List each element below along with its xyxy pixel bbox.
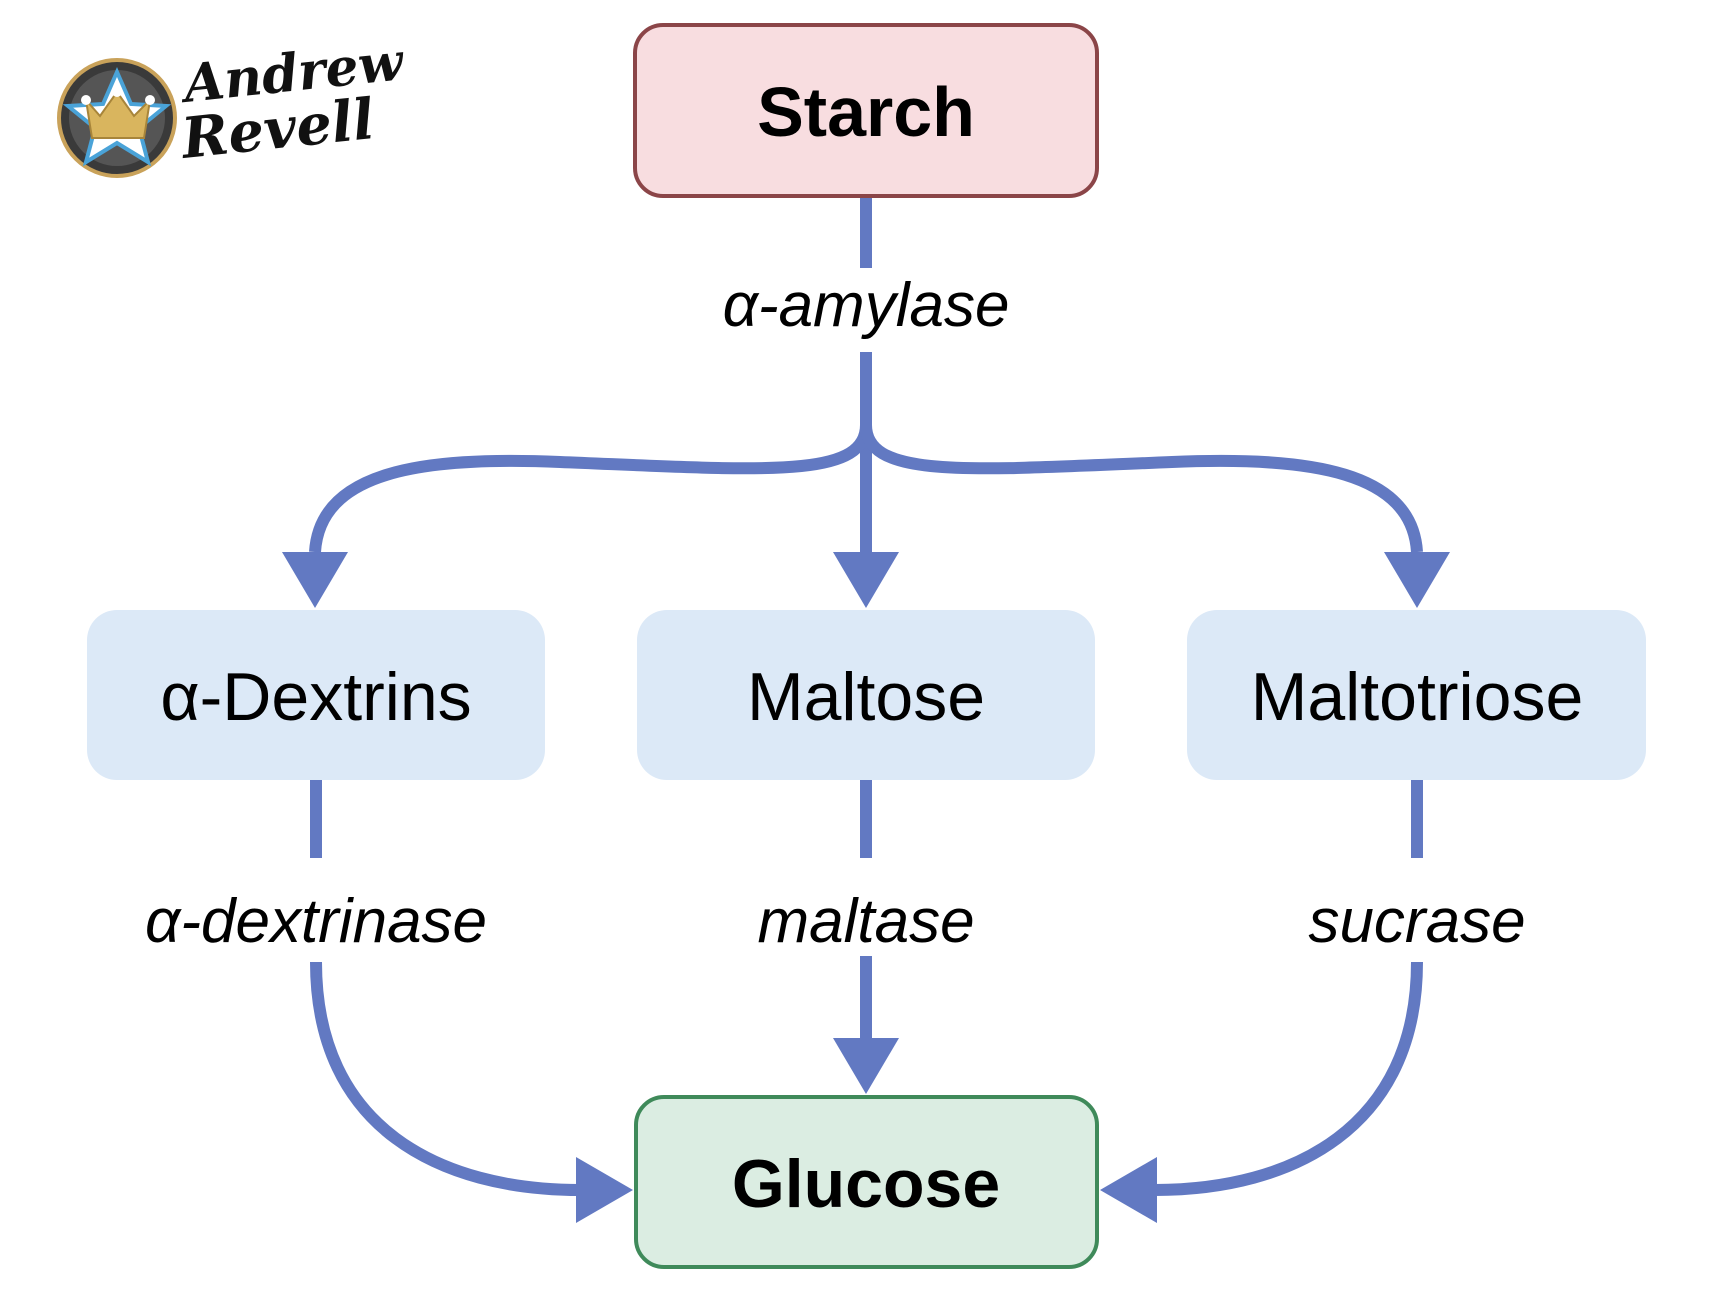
maltose-label: Maltose bbox=[747, 659, 985, 735]
connector-branch-to-maltotriose bbox=[860, 424, 1423, 553]
arrowhead-glucose-top bbox=[833, 1038, 899, 1094]
connector-branch-to-dextrins bbox=[309, 424, 872, 553]
starch-label: Starch bbox=[757, 73, 975, 151]
arrowhead-maltotriose bbox=[1384, 552, 1450, 608]
arrowhead-glucose-right bbox=[1100, 1157, 1157, 1223]
connectors bbox=[309, 196, 1423, 1196]
dextrins-node: α-Dextrins bbox=[87, 610, 545, 780]
arrowhead-maltose bbox=[833, 552, 899, 608]
connector-sucrase-to-glucose bbox=[1154, 961, 1423, 1196]
maltotriose-node: Maltotriose bbox=[1187, 610, 1646, 780]
enzyme-amylase-label: α-amylase bbox=[723, 271, 1010, 340]
maltotriose-label: Maltotriose bbox=[1251, 659, 1584, 735]
dextrins-label: α-Dextrins bbox=[160, 659, 471, 735]
arrowhead-glucose-left bbox=[576, 1157, 633, 1223]
enzyme-maltase-label: maltase bbox=[757, 887, 974, 956]
glucose-node: Glucose bbox=[634, 1095, 1099, 1269]
starch-node: Starch bbox=[633, 23, 1099, 198]
arrowhead-dextrins bbox=[282, 552, 348, 608]
arrowheads bbox=[282, 552, 1450, 1223]
enzyme-sucrase-label: sucrase bbox=[1308, 887, 1525, 956]
connector-dextrinase-to-glucose bbox=[310, 961, 581, 1196]
logo: Andrew Revell bbox=[57, 31, 408, 178]
maltose-node: Maltose bbox=[637, 610, 1095, 780]
enzyme-dextrinase-label: α-dextrinase bbox=[145, 887, 487, 956]
crown-star-badge-icon bbox=[57, 58, 177, 178]
glucose-label: Glucose bbox=[732, 1146, 1000, 1222]
